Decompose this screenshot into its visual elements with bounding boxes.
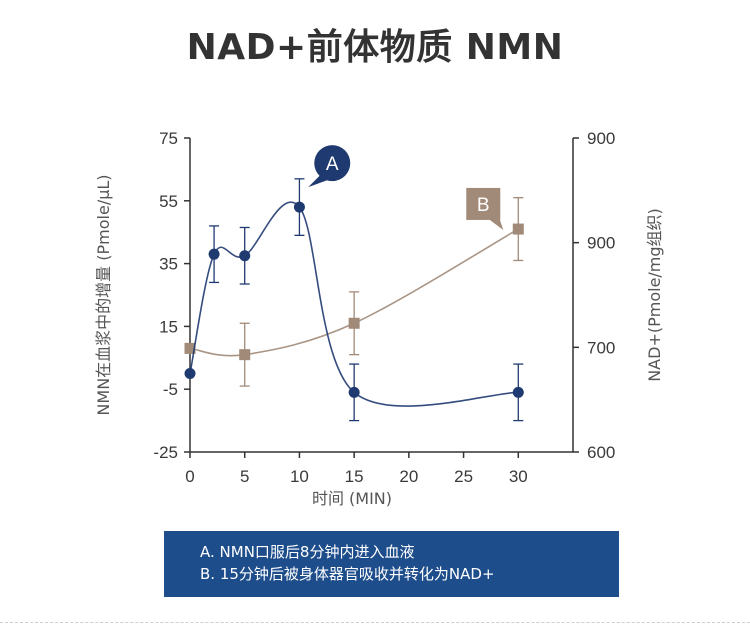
y-right-tick-label: 700 — [587, 338, 615, 357]
y-left-axis-label: NMN在血浆中的增量 (Pmole/μL) — [94, 174, 113, 415]
annotation-bubble — [466, 187, 501, 220]
data-point-a — [348, 386, 360, 398]
data-point-a — [208, 248, 220, 260]
y-right-tick-label: 900 — [587, 129, 615, 148]
annotation-label: A — [326, 154, 339, 175]
y-left-tick-label: 15 — [159, 317, 178, 336]
data-point-b — [348, 317, 360, 329]
x-axis-label: 时间 (MIN) — [312, 489, 392, 508]
y-right-axis-label: NAD+(Pmole/mg组织) — [645, 208, 664, 382]
y-left-tick-label: 75 — [159, 129, 178, 148]
x-tick-label: 25 — [454, 467, 473, 486]
series-line-b — [189, 228, 519, 357]
series-line-a — [189, 201, 519, 407]
y-left-tick-label: -5 — [163, 380, 178, 399]
data-point-b — [239, 349, 251, 361]
y-right-tick-label: 600 — [587, 443, 615, 462]
data-point-b — [184, 342, 196, 354]
y-left-tick-label: -25 — [153, 443, 178, 462]
series-a — [184, 178, 524, 422]
x-tick-label: 30 — [509, 467, 528, 486]
y-left-tick-label: 55 — [159, 192, 178, 211]
legend-box: A. NMN口服后8分钟内进入血液 B. 15分钟后被身体器官吸收并转化为NAD… — [164, 531, 619, 597]
legend-line-b: B. 15分钟后被身体器官吸收并转化为NAD+ — [200, 565, 495, 583]
divider — [0, 622, 750, 623]
data-point-a — [512, 386, 524, 398]
data-point-b — [512, 223, 524, 235]
x-tick-label: 10 — [290, 467, 309, 486]
annotation-label: B — [477, 195, 490, 216]
axes: 75 55 35 15 -5 -25 900 900 700 600 0 5 10 15 20 25 30 — [153, 129, 615, 486]
y-left-tick-label: 35 — [159, 255, 178, 274]
x-tick-label: 20 — [399, 467, 418, 486]
data-point-a — [293, 201, 305, 213]
y-right-tick-label: 900 — [587, 234, 615, 253]
annotation-pointer — [487, 217, 504, 230]
page-title: NAD+前体物质 NMN — [186, 27, 564, 68]
annotation-layer: AB — [308, 145, 504, 230]
x-tick-label: 0 — [185, 467, 194, 486]
annotation-bubble — [314, 145, 351, 182]
x-tick-label: 15 — [345, 467, 364, 486]
data-point-a — [184, 368, 196, 379]
annotation-a: A — [308, 145, 351, 188]
annotation-b: B — [466, 187, 504, 230]
x-tick-label: 5 — [240, 467, 249, 486]
series-layer — [184, 178, 524, 422]
legend-line-a: A. NMN口服后8分钟内进入血液 — [200, 543, 415, 561]
series-b — [184, 197, 524, 387]
data-point-a — [239, 250, 251, 262]
